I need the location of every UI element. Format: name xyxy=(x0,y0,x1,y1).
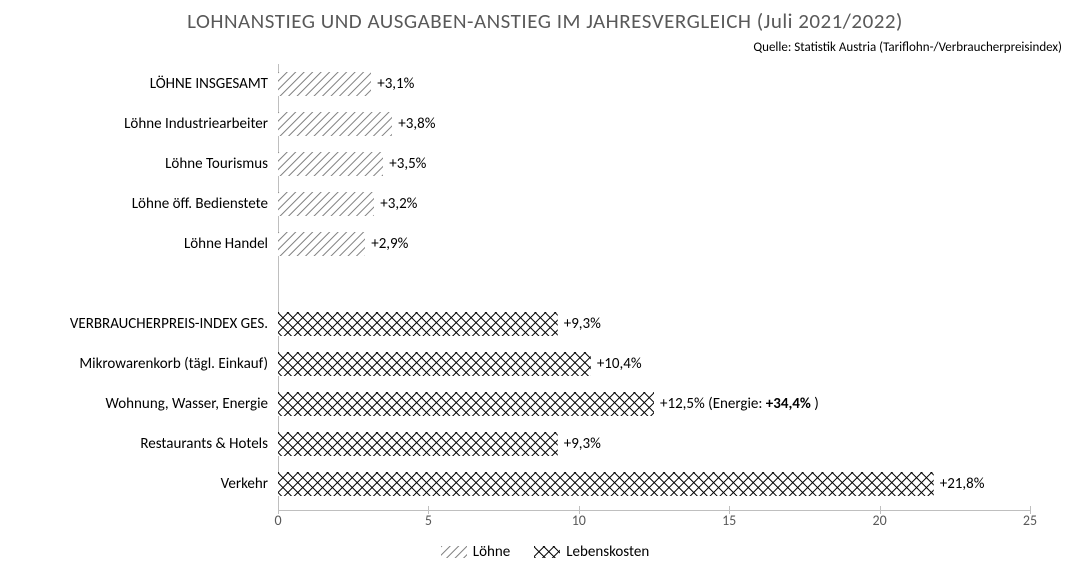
bar-value: +10,4% xyxy=(597,355,642,373)
x-tick-label: 5 xyxy=(425,512,432,529)
bar-value: +2,9% xyxy=(371,235,408,253)
bar-track: +3,1% xyxy=(278,64,1030,104)
chart-title: LOHNANSTIEG UND AUSGABEN-ANSTIEG IM JAHR… xyxy=(0,8,1090,34)
table-row: Löhne öff. Bedienstete+3,2% xyxy=(0,184,1090,224)
table-row: Wohnung, Wasser, Energie+12,5% (Energie:… xyxy=(0,384,1090,424)
chart-source: Quelle: Statistik Austria (Tariflohn-/Ve… xyxy=(753,40,1062,55)
bar-track: +3,8% xyxy=(278,104,1030,144)
table-row: Restaurants & Hotels+9,3% xyxy=(0,424,1090,464)
legend: Löhne Lebenskosten xyxy=(0,543,1090,563)
table-row: LÖHNE INSGESAMT+3,1% xyxy=(0,64,1090,104)
bar-value: +9,3% xyxy=(564,315,601,333)
bar-label: Löhne Handel xyxy=(0,235,278,253)
bar: +3,5% xyxy=(278,152,383,176)
legend-swatch xyxy=(441,546,467,558)
bar-value: +3,2% xyxy=(380,195,417,213)
bar-track: +3,2% xyxy=(278,184,1030,224)
bar-label: Löhne Industriearbeiter xyxy=(0,115,278,133)
legend-item: Lebenskosten xyxy=(534,543,649,561)
bar: +3,1% xyxy=(278,72,371,96)
bar-label: Verkehr xyxy=(0,475,278,493)
bar-label: VERBRAUCHERPREIS-INDEX GES. xyxy=(0,315,278,333)
bar-value: +3,8% xyxy=(398,115,435,133)
bar-track: +9,3% xyxy=(278,424,1030,464)
bar: +3,8% xyxy=(278,112,392,136)
bar-value: +3,1% xyxy=(377,75,414,93)
x-tick-label: 10 xyxy=(572,512,586,529)
bar-track: +9,3% xyxy=(278,304,1030,344)
x-axis-line xyxy=(278,510,1030,511)
chart-container: LOHNANSTIEG UND AUSGABEN-ANSTIEG IM JAHR… xyxy=(0,0,1090,569)
x-tick-label: 15 xyxy=(722,512,736,529)
plot-area: LÖHNE INSGESAMT+3,1%Löhne Industriearbei… xyxy=(0,60,1090,510)
bar-track: +2,9% xyxy=(278,224,1030,264)
table-row: VERBRAUCHERPREIS-INDEX GES.+9,3% xyxy=(0,304,1090,344)
bar-track: +3,5% xyxy=(278,144,1030,184)
bar-label: Mikrowarenkorb (tägl. Einkauf) xyxy=(0,355,278,373)
bar-label: Restaurants & Hotels xyxy=(0,435,278,453)
bar: +12,5% (Energie: +34,4% ) xyxy=(278,392,654,416)
bar: +3,2% xyxy=(278,192,374,216)
x-tick-label: 20 xyxy=(872,512,886,529)
x-tick-label: 25 xyxy=(1023,512,1037,529)
legend-text: Lebenskosten xyxy=(566,543,649,561)
table-row: Verkehr+21,8% xyxy=(0,464,1090,504)
bar: +9,3% xyxy=(278,312,558,336)
bar: +21,8% xyxy=(278,472,934,496)
table-row: Mikrowarenkorb (tägl. Einkauf)+10,4% xyxy=(0,344,1090,384)
table-row: Löhne Industriearbeiter+3,8% xyxy=(0,104,1090,144)
bar: +9,3% xyxy=(278,432,558,456)
legend-swatch xyxy=(534,546,560,558)
bar-label: Löhne öff. Bedienstete xyxy=(0,195,278,213)
bar-track: +12,5% (Energie: +34,4% ) xyxy=(278,384,1030,424)
bar-value: +12,5% (Energie: +34,4% ) xyxy=(660,395,819,413)
bar-track: +21,8% xyxy=(278,464,1030,504)
bar: +10,4% xyxy=(278,352,591,376)
bar-label: Wohnung, Wasser, Energie xyxy=(0,395,278,413)
table-row: Löhne Handel+2,9% xyxy=(0,224,1090,264)
bar-label: LÖHNE INSGESAMT xyxy=(0,75,278,93)
bar-track: +10,4% xyxy=(278,344,1030,384)
legend-item: Löhne xyxy=(441,543,510,561)
table-row: Löhne Tourismus+3,5% xyxy=(0,144,1090,184)
bar-value: +9,3% xyxy=(564,435,601,453)
bar-value: +3,5% xyxy=(389,155,426,173)
bar-label: Löhne Tourismus xyxy=(0,155,278,173)
x-axis: 0510152025 xyxy=(278,510,1030,540)
x-tick-label: 0 xyxy=(274,512,281,529)
legend-text: Löhne xyxy=(473,543,510,561)
bar-value: +21,8% xyxy=(940,475,985,493)
bar: +2,9% xyxy=(278,232,365,256)
